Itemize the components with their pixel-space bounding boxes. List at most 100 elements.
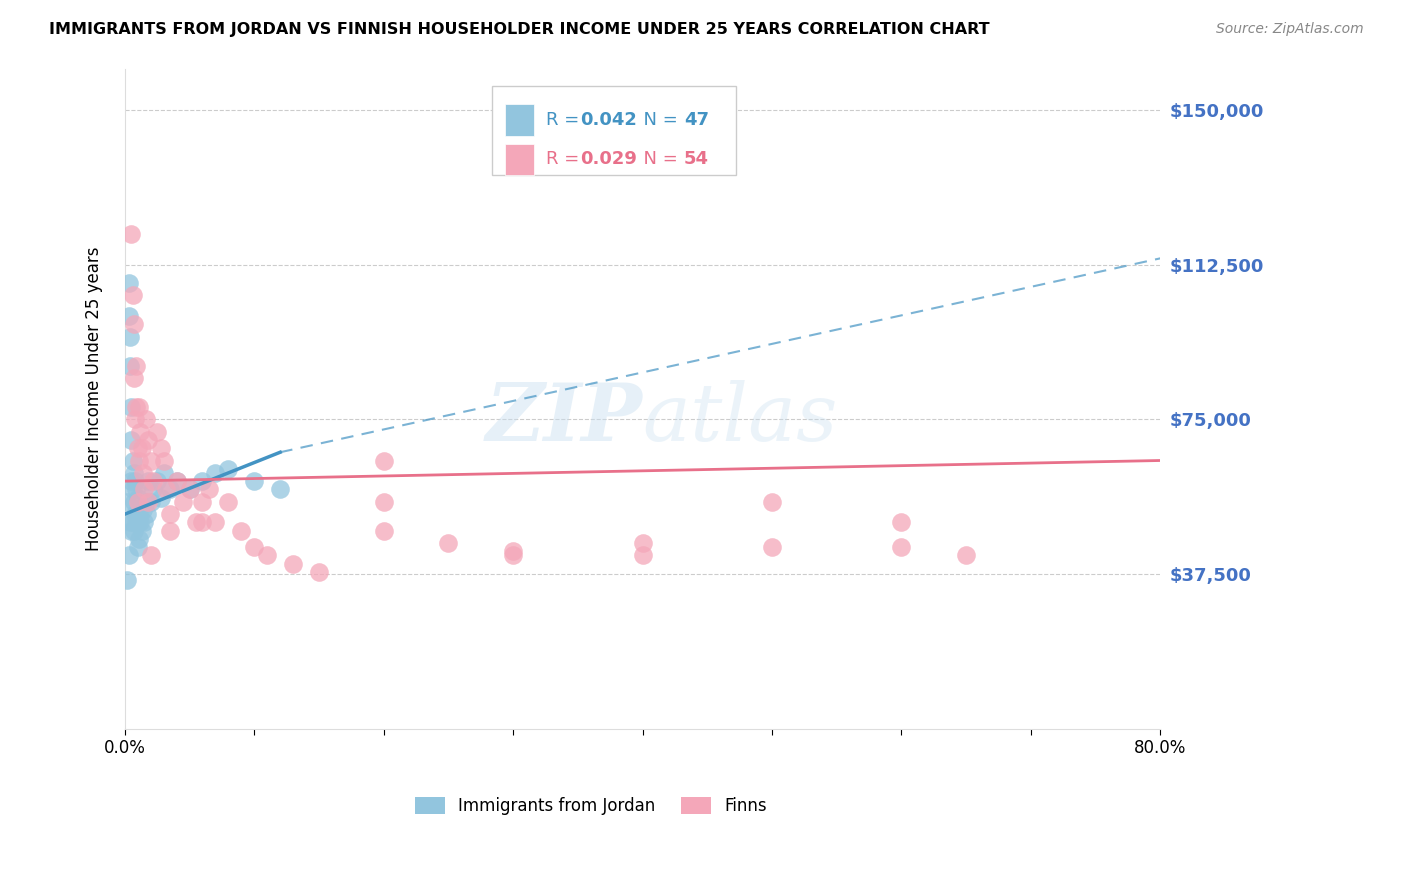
- Point: [122, 495, 145, 509]
- Point: [135, 412, 157, 426]
- Point: [131, 524, 153, 538]
- Point: [128, 453, 150, 467]
- Point: [132, 466, 155, 480]
- Text: Source: ZipAtlas.com: Source: ZipAtlas.com: [1216, 22, 1364, 37]
- Point: [120, 474, 142, 488]
- Point: [118, 516, 141, 530]
- Text: atlas: atlas: [643, 380, 838, 458]
- Point: [120, 433, 142, 447]
- Point: [150, 491, 173, 505]
- Text: 0.029: 0.029: [581, 151, 637, 169]
- Point: [191, 495, 214, 509]
- Point: [129, 516, 152, 530]
- Point: [121, 453, 143, 467]
- Point: [243, 540, 266, 554]
- Point: [373, 453, 395, 467]
- Point: [159, 507, 181, 521]
- Point: [121, 483, 143, 497]
- Text: 54: 54: [683, 151, 709, 169]
- Point: [124, 412, 146, 426]
- Point: [166, 474, 188, 488]
- Point: [136, 433, 159, 447]
- Point: [118, 329, 141, 343]
- Point: [761, 495, 783, 509]
- Text: R =: R =: [547, 151, 585, 169]
- Point: [373, 524, 395, 538]
- Point: [761, 540, 783, 554]
- Point: [308, 565, 330, 579]
- Point: [118, 549, 141, 563]
- Text: IMMIGRANTS FROM JORDAN VS FINNISH HOUSEHOLDER INCOME UNDER 25 YEARS CORRELATION : IMMIGRANTS FROM JORDAN VS FINNISH HOUSEH…: [49, 22, 990, 37]
- Point: [127, 441, 149, 455]
- Point: [217, 462, 239, 476]
- Point: [502, 544, 524, 558]
- Point: [127, 516, 149, 530]
- Point: [139, 453, 162, 467]
- Point: [191, 474, 214, 488]
- Point: [269, 483, 291, 497]
- Point: [256, 549, 278, 563]
- Point: [128, 507, 150, 521]
- Point: [118, 276, 141, 290]
- Bar: [505, 144, 534, 175]
- Point: [120, 400, 142, 414]
- Point: [204, 466, 226, 480]
- Point: [142, 474, 165, 488]
- Point: [118, 309, 141, 323]
- Point: [122, 371, 145, 385]
- Point: [152, 453, 174, 467]
- Point: [127, 540, 149, 554]
- Point: [132, 503, 155, 517]
- Point: [136, 495, 159, 509]
- Point: [281, 557, 304, 571]
- Point: [125, 359, 148, 373]
- Point: [631, 536, 654, 550]
- Point: [146, 425, 169, 439]
- FancyBboxPatch shape: [492, 87, 735, 176]
- Point: [121, 288, 143, 302]
- Point: [120, 227, 142, 241]
- Point: [184, 516, 207, 530]
- Legend: Immigrants from Jordan, Finns: Immigrants from Jordan, Finns: [408, 789, 773, 822]
- Y-axis label: Householder Income Under 25 years: Householder Income Under 25 years: [86, 246, 103, 551]
- Point: [128, 400, 150, 414]
- Point: [122, 524, 145, 538]
- Point: [150, 441, 173, 455]
- Point: [139, 495, 162, 509]
- Point: [121, 516, 143, 530]
- Point: [120, 524, 142, 538]
- Point: [179, 483, 201, 497]
- Text: ZIP: ZIP: [485, 380, 643, 458]
- Text: N =: N =: [633, 112, 683, 129]
- Point: [117, 495, 139, 509]
- Point: [159, 524, 181, 538]
- Point: [631, 549, 654, 563]
- Point: [166, 474, 188, 488]
- Point: [152, 466, 174, 480]
- Point: [127, 491, 149, 505]
- Point: [135, 495, 157, 509]
- Point: [191, 516, 214, 530]
- Point: [129, 425, 152, 439]
- Point: [159, 483, 181, 497]
- Text: N =: N =: [633, 151, 683, 169]
- Text: 47: 47: [683, 112, 709, 129]
- Point: [128, 532, 150, 546]
- Point: [122, 466, 145, 480]
- Point: [955, 549, 977, 563]
- Point: [179, 483, 201, 497]
- Text: R =: R =: [547, 112, 585, 129]
- Point: [118, 359, 141, 373]
- Point: [122, 318, 145, 332]
- Point: [217, 495, 239, 509]
- Point: [142, 483, 165, 497]
- Bar: [505, 104, 534, 136]
- Point: [139, 549, 162, 563]
- Point: [146, 474, 169, 488]
- Point: [890, 540, 912, 554]
- Point: [125, 516, 148, 530]
- Point: [502, 549, 524, 563]
- Point: [373, 495, 395, 509]
- Point: [125, 400, 148, 414]
- Point: [155, 483, 177, 497]
